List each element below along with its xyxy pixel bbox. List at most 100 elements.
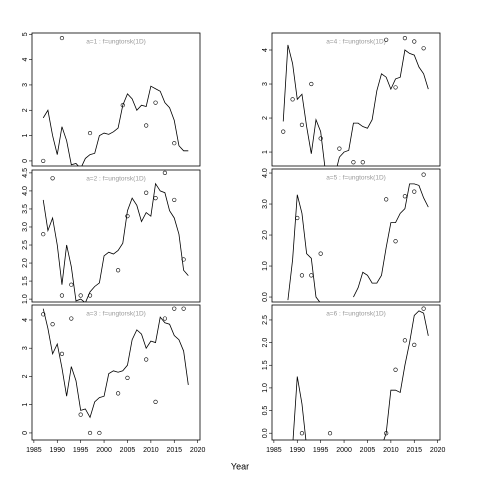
x-tick-label: 2000 (336, 447, 352, 454)
point (125, 214, 130, 219)
y-tick-label: 3.0 (262, 199, 269, 209)
point (309, 81, 314, 87)
point (153, 196, 158, 201)
point (384, 37, 389, 42)
x-tick-label: 2005 (360, 447, 376, 454)
point (153, 399, 158, 404)
point (87, 430, 93, 436)
plot-area (281, 36, 429, 166)
y-tick-label: 0.0 (262, 292, 269, 302)
y-tick-label: 1 (262, 150, 269, 154)
y-tick-label: 4.5 (22, 168, 29, 178)
point (309, 273, 314, 278)
point (351, 160, 356, 165)
panel-frame (271, 32, 441, 167)
panel-title: a=1 : f=ungtorsk(1D) (86, 39, 146, 46)
point (299, 273, 305, 278)
point (281, 129, 286, 134)
panel-title: a=5 : f=ungtorsk(1D) (326, 175, 386, 182)
y-tick-label: 3.0 (22, 222, 29, 232)
point (393, 239, 398, 244)
y-tick-label: 1 (22, 403, 29, 407)
y-tick-label: 4.0 (22, 186, 29, 196)
point (412, 39, 417, 44)
panel-title: a=6 : f=ungtorsk(1D) (326, 311, 386, 318)
y-tick-label: 1.0 (22, 294, 29, 304)
point (41, 232, 46, 237)
y-tick-label: 2.5 (262, 315, 269, 325)
point (318, 251, 323, 256)
y-tick-label: 0.0 (262, 428, 269, 438)
line (292, 310, 429, 440)
y-tick-label: 0.5 (262, 406, 269, 416)
point (116, 391, 121, 396)
point (412, 342, 417, 347)
panel-frame (31, 169, 201, 303)
y-tick-label: 2 (22, 374, 29, 378)
x-tick-label: 2015 (166, 447, 182, 454)
point (393, 85, 398, 90)
point (144, 357, 149, 362)
point (162, 316, 168, 321)
point (393, 367, 398, 372)
x-tick-label: 2010 (143, 447, 159, 454)
line (42, 85, 189, 166)
point (412, 189, 417, 194)
point (50, 322, 55, 327)
plot-area (287, 172, 429, 302)
y-tick-label: 4 (262, 48, 269, 52)
point (41, 312, 46, 317)
x-tick-label: 2020 (430, 447, 446, 454)
point (59, 35, 65, 41)
point (69, 282, 74, 287)
point (402, 194, 408, 199)
y-tick-label: 2.0 (262, 338, 269, 348)
x-tick-label: 2005 (120, 447, 136, 454)
panel-title: a=3 : f=ungtorsk(1D) (86, 311, 146, 318)
point (144, 190, 149, 195)
point (360, 160, 365, 165)
point (41, 158, 46, 164)
point (144, 123, 149, 128)
point (337, 146, 342, 151)
point (327, 431, 333, 436)
y-tick-label: 5 (22, 32, 29, 36)
point (172, 197, 177, 203)
plot-area (41, 306, 189, 436)
point (318, 136, 323, 141)
y-tick-label: 3 (22, 83, 29, 87)
point (59, 351, 65, 356)
plot-area (292, 306, 429, 440)
y-tick-label: 1 (22, 134, 29, 138)
y-tick-label: 1.0 (262, 261, 269, 271)
point (162, 170, 168, 175)
x-tick-label: 1995 (313, 447, 329, 454)
y-tick-label: 2.0 (262, 230, 269, 240)
y-tick-label: 2 (262, 116, 269, 120)
point (87, 130, 93, 136)
point (384, 197, 389, 202)
x-tick-label: 2015 (406, 447, 422, 454)
point (172, 141, 177, 146)
point (181, 306, 186, 311)
point (299, 431, 305, 436)
point (59, 293, 65, 298)
y-tick-label: 1.5 (262, 360, 269, 370)
point (172, 306, 177, 311)
plot-area (41, 35, 189, 166)
line (42, 182, 189, 302)
x-tick-label: 2010 (383, 447, 399, 454)
point (402, 36, 408, 41)
y-tick-label: 3 (262, 82, 269, 86)
y-tick-label: 4 (22, 318, 29, 322)
x-tick-label: 1990 (49, 447, 65, 454)
x-tick-label: 2020 (190, 447, 206, 454)
point (97, 430, 102, 436)
x-axis-label: Year (231, 461, 249, 471)
panel-frame (31, 304, 201, 441)
line (42, 308, 189, 419)
x-tick-label: 1985 (266, 447, 282, 454)
y-tick-label: 0 (22, 159, 29, 163)
point (299, 122, 305, 127)
